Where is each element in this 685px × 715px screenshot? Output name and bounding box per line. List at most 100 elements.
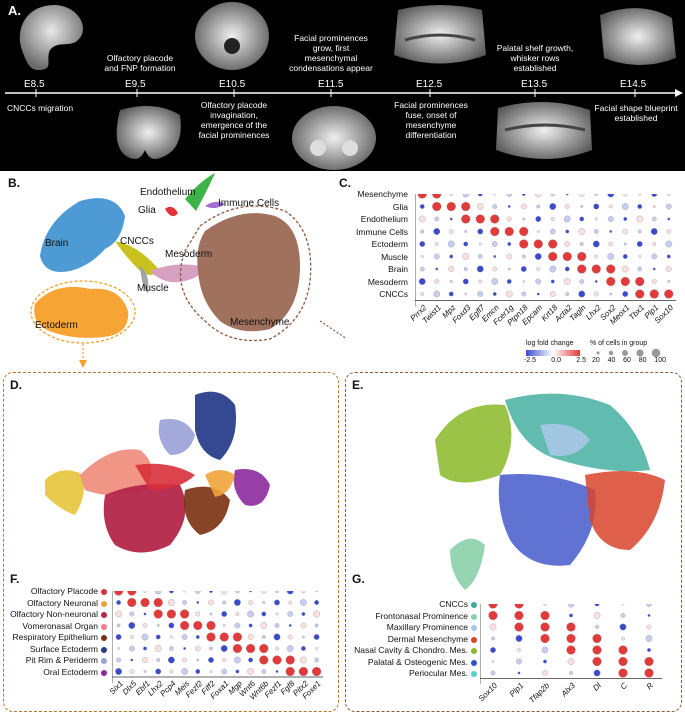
dotplot_c-dot — [609, 230, 613, 233]
dotplot_g-dot — [646, 624, 652, 630]
d-cluster-orange — [205, 470, 235, 497]
dotplot_c-dot — [504, 226, 514, 237]
dotplot_c-dot — [519, 226, 529, 237]
dotplot_c-dot — [652, 267, 656, 271]
dotplot_c-dot — [565, 229, 570, 234]
label-ectoderm: Ectoderm — [35, 320, 78, 331]
dotplot_f-dot — [288, 600, 293, 605]
dotplot_f-row-label: Surface Ectoderm — [29, 643, 98, 654]
embryo-e95-image — [116, 106, 181, 159]
cluster-glia — [165, 206, 178, 217]
dotplot_c-dot — [651, 279, 657, 284]
cluster-mesoderm — [150, 264, 201, 283]
umap-e-plot — [435, 393, 665, 590]
dotplot_c-row-label: Immune Cells — [356, 226, 408, 237]
dotplot_f-dot — [234, 599, 241, 606]
dotplot_f-dot — [155, 634, 161, 640]
dotplot_f-dot — [261, 635, 266, 639]
e-cluster-light — [450, 538, 485, 590]
cluster-immune — [205, 201, 225, 209]
dotplot_f-dot — [300, 622, 307, 629]
dotplot_c-dot — [637, 204, 643, 209]
panel-label-c: C. — [339, 176, 351, 190]
cluster-cnccs — [115, 241, 160, 275]
dotplot_f-row-swatch — [101, 635, 107, 641]
dotplot_f-dot — [116, 600, 121, 605]
dotplot_c-dot — [449, 280, 453, 283]
timeline-panel: A. — [0, 0, 685, 171]
dotplot_f-row-swatch — [101, 600, 107, 607]
dotplot_c-dot — [594, 280, 598, 283]
dotplot_c-dot — [448, 229, 454, 234]
dotplot_g-dot — [514, 622, 524, 632]
dotplot_f-dot — [248, 600, 253, 605]
caption-e105: Olfactory placode invagination, emergenc… — [198, 100, 270, 140]
dotplot_c-row-label: CNCCs — [379, 289, 408, 299]
stage-e125: E12.5 — [416, 79, 443, 90]
dotplot_f-dot — [169, 591, 174, 594]
dotplot_c-dot — [507, 242, 512, 246]
dotplot_c-dot — [665, 240, 673, 248]
dotplot_c-dot — [535, 216, 542, 222]
label-mesoderm: Mesoderm — [165, 249, 213, 260]
dotplot_c-dot — [623, 242, 627, 246]
dotplot_f-dot — [220, 645, 228, 652]
dotplot_g-dot — [569, 613, 573, 618]
dotplot_c-dot — [580, 205, 584, 208]
dotplot_g-row-swatch — [471, 659, 477, 666]
dotplot_c-dot — [462, 194, 470, 198]
dotplot_c-dot — [536, 204, 541, 209]
dotplot_f-dot — [248, 657, 253, 663]
dotplot_g-row-label: Dermal Mesenchyme — [387, 633, 468, 644]
dotplot_c-dot — [535, 278, 542, 285]
dotplot_f-dot — [273, 633, 281, 641]
dotplot_g-row-label: CNCCs — [439, 599, 468, 609]
dotplot_f-dot — [182, 600, 187, 605]
dotplot_f-dot — [196, 601, 200, 604]
dotplot_c-dot — [548, 251, 558, 262]
label-immune-cells: Immune Cells — [218, 198, 280, 209]
e-cluster-cyan — [540, 424, 590, 456]
dotplot_f-dot — [168, 599, 175, 606]
dotplot_c-dot — [433, 290, 441, 298]
dotplot_f-dot — [313, 610, 320, 618]
dotplot_g-dot — [517, 648, 521, 652]
dotplot_g-dot — [517, 671, 521, 675]
dotplot_f-dot — [183, 591, 186, 593]
dotplot_c-dot — [446, 201, 456, 212]
legend-lfc-bar — [526, 350, 580, 356]
e-cluster-olive — [435, 404, 512, 483]
dotplot_g-dot — [620, 613, 626, 618]
dotplot_f-dot — [116, 623, 121, 628]
dotplot_c-dot — [636, 241, 643, 247]
dotplot_g-dot — [647, 648, 651, 652]
dotplot_c-dot — [493, 194, 497, 196]
legend-lfc-ticks: -2.5 0.0 2.5 — [524, 357, 586, 364]
dotplot_f-dot — [195, 635, 200, 639]
dotplot_g-row-swatch — [471, 613, 477, 620]
dotplot_c-dot — [577, 264, 587, 274]
dotplot_c-dot — [506, 216, 512, 222]
dotplot_c-dot — [419, 266, 425, 272]
dotplot_g-dot — [593, 669, 601, 677]
dotplot_f-dot — [128, 645, 135, 652]
dotplot_f-dot — [153, 597, 163, 608]
dotplot_g-dot — [542, 670, 548, 676]
dotplot_c-dot — [463, 241, 469, 247]
dotplot_f-dot — [315, 647, 318, 650]
dotplot_c-dot — [493, 255, 497, 258]
dotplot_c-dot — [506, 253, 513, 260]
dotplot_c-dot — [432, 201, 442, 212]
dotplot_f-dot — [288, 624, 292, 627]
dotplot_c-dot — [448, 291, 454, 297]
dotplot_f-row-swatch — [101, 646, 107, 653]
dotplot_f-dot — [232, 632, 242, 642]
dotplot_g-row-label: Nasal Cavity & Chondro. Mes. — [354, 645, 468, 655]
dotplot_f-dot — [130, 658, 134, 662]
dotplot_c-dot — [522, 280, 526, 283]
dotplot_f-dot — [301, 591, 306, 594]
dotplot_c-dot — [434, 279, 440, 284]
dotplot_c-dot — [478, 242, 482, 246]
dotplot-g: CNCCs Frontonasal Prominence Maxillary Pro… — [350, 598, 680, 710]
dotplot_f-dot — [219, 632, 229, 642]
